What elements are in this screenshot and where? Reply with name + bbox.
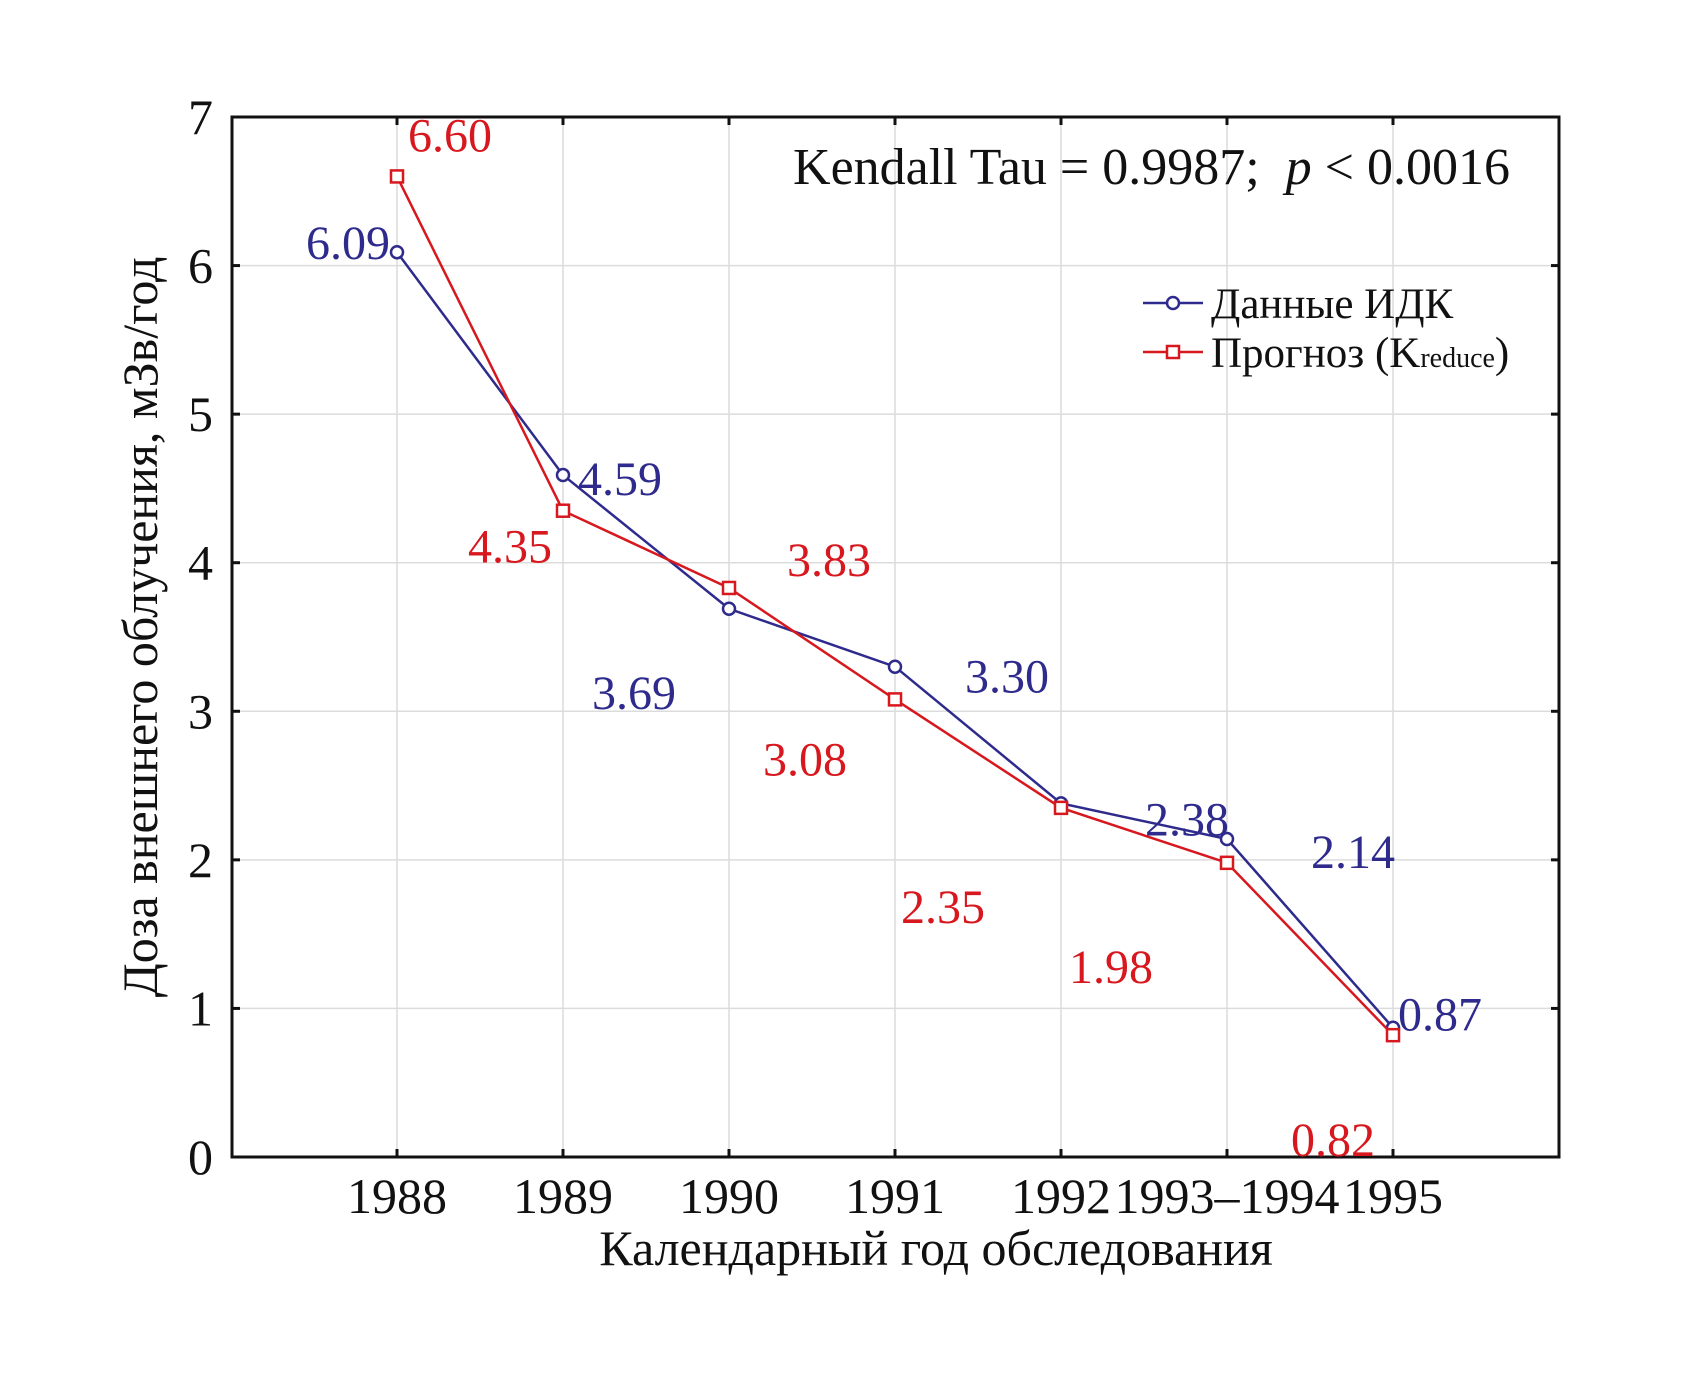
x-axis-title: Календарный год обследования [599,1220,1272,1276]
data-label: 3.83 [787,534,871,587]
data-point-circle [887,659,903,674]
annotation-prefix: Kendall Tau = 0.9987; [793,139,1286,196]
y-tick-label: 6 [188,238,213,294]
data-point-circle [555,467,571,483]
data-label: 1.98 [1069,941,1153,994]
series: 6.09 4.59 3.69 3.30 2.38 2.14 0.87 6.60 4.35 3.83… [306,109,1482,1167]
legend-label-forecast: Прогноз (Kreduce) [1211,330,1509,377]
y-tick-label: 0 [188,1129,213,1185]
data-label: 2.14 [1311,826,1395,879]
data-point-circle [389,244,405,260]
x-tick-label: 1991 [845,1168,945,1224]
x-tick-label: 1988 [347,1168,447,1224]
y-tick-label: 5 [188,386,213,442]
legend-forecast-sub: reduce [1420,343,1495,374]
data-point-circle [1219,831,1235,847]
y-axis-title: Доза внешнего облучения, мЗв/год [112,257,168,998]
annotation: Kendall Tau = 0.9987; p < 0.0016 [793,139,1510,196]
data-point-square [721,580,737,596]
series-idk: 6.09 4.59 3.69 3.30 2.38 2.14 0.87 [306,217,1482,1042]
data-label: 6.60 [408,109,492,162]
legend-forecast-main: Прогноз (K [1211,330,1420,377]
y-tick-label: 1 [188,980,213,1036]
x-tick-label: 1995 [1343,1168,1443,1224]
data-label: 2.35 [901,881,985,934]
annotation-suffix: < 0.0016 [1312,139,1510,196]
data-label: 4.59 [578,453,662,506]
data-label: 3.69 [592,667,676,720]
data-point-square [1385,1027,1401,1043]
legend-label-idk: Данные ИДК [1211,281,1454,328]
y-tick-label: 4 [188,535,213,591]
data-point-square [887,692,903,707]
data-label: 2.38 [1145,793,1229,846]
annotation-p: p [1282,139,1312,196]
data-label: 0.82 [1291,1114,1375,1167]
data-point-circle [721,601,737,617]
y-tick-label: 2 [188,832,213,888]
data-point-square [389,169,405,184]
legend-marker-square [1165,344,1181,360]
data-label: 3.08 [763,733,847,786]
data-point-square [1219,855,1235,871]
legend-forecast-suffix: ) [1495,330,1509,377]
grid [232,117,1559,1157]
y-tick-label: 7 [188,89,213,145]
ticks: 0 1 2 3 4 5 6 7 1988 1989 1990 1991 1992 1993–1994 199… [188,89,1559,1224]
data-label: 0.87 [1398,989,1482,1042]
data-label: 6.09 [306,217,390,270]
data-point-square [555,503,571,518]
data-label: 3.30 [965,651,1049,704]
data-label: 4.35 [468,521,552,574]
legend-marker-circle [1165,295,1181,311]
x-tick-label: 1992 [1011,1168,1111,1224]
y-tick-label: 3 [188,683,213,739]
x-tick-label: 1989 [513,1168,613,1224]
series-forecast: 6.60 4.35 3.83 3.08 2.35 1.98 0.82 [389,109,1401,1167]
x-tick-label: 1993–1994 [1115,1168,1340,1224]
data-point-square [1053,800,1069,816]
x-tick-label: 1990 [679,1168,779,1224]
legend: Данные ИДК Прогноз (Kreduce) [1143,281,1509,377]
